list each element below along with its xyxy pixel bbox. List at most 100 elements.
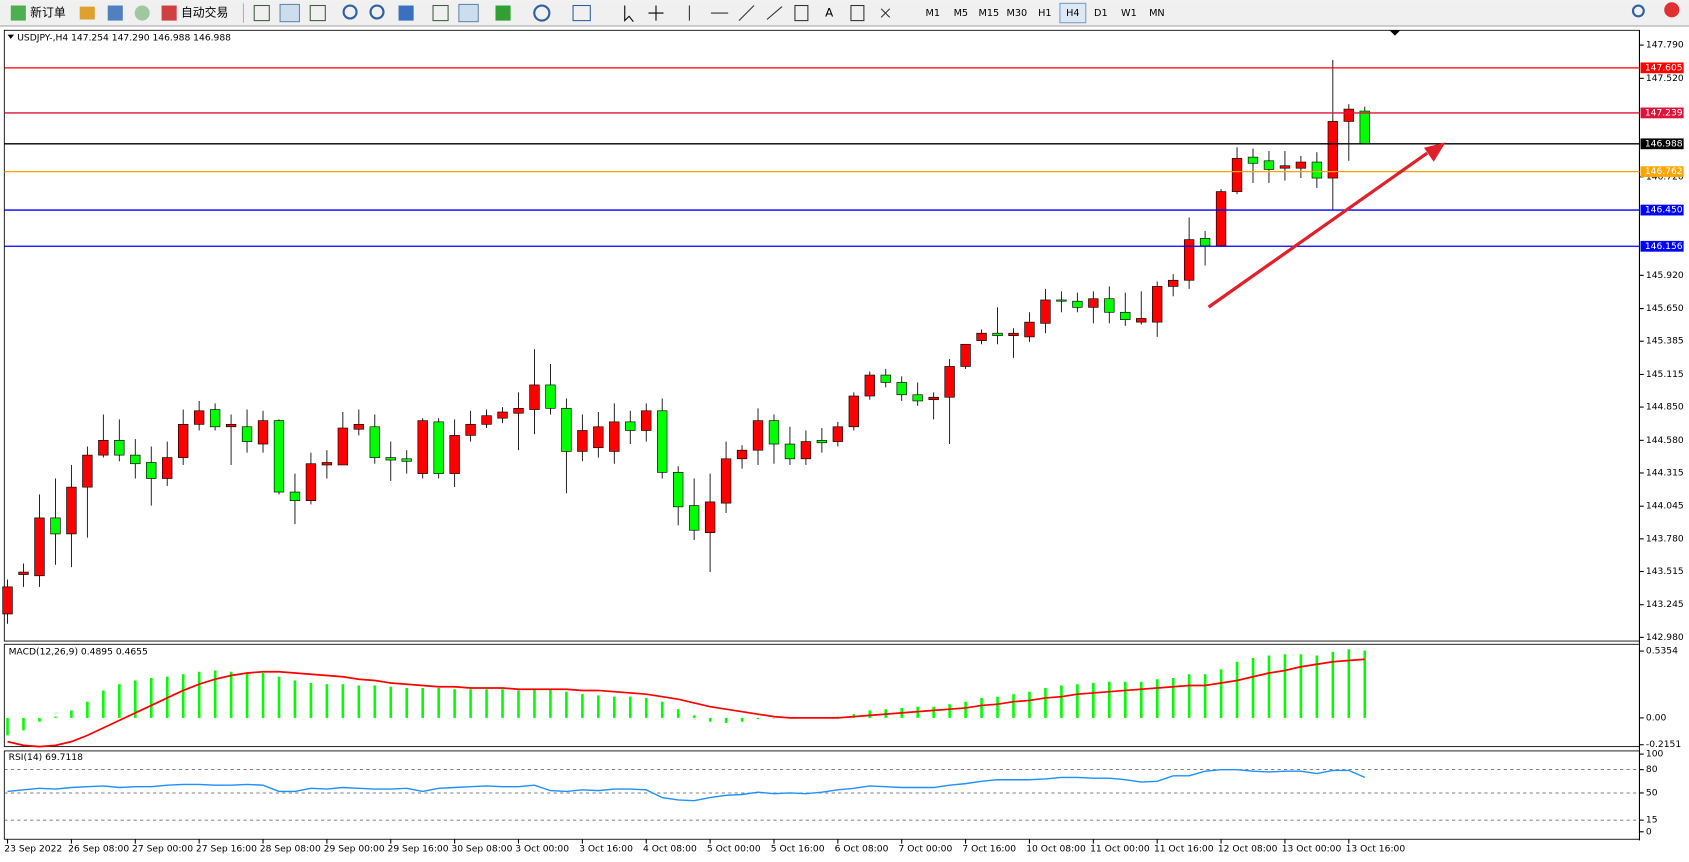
macd-bar bbox=[213, 670, 217, 718]
x-tick-label: 27 Sep 00:00 bbox=[132, 844, 193, 854]
shift-button[interactable] bbox=[458, 3, 479, 23]
scroll-button[interactable] bbox=[432, 4, 449, 22]
tool-icon[interactable] bbox=[107, 5, 123, 21]
candle-body bbox=[720, 458, 732, 504]
macd-bar bbox=[1315, 655, 1319, 718]
auto-trade-button[interactable]: 自动交易 bbox=[181, 6, 228, 20]
period-button[interactable]: H1 bbox=[1038, 8, 1051, 19]
toolbar-bg bbox=[0, 0, 1689, 26]
tool-icon[interactable] bbox=[134, 5, 150, 21]
tool-icon[interactable] bbox=[79, 6, 95, 20]
x-tick-label: 28 Sep 08:00 bbox=[260, 844, 321, 854]
macd-bar bbox=[628, 696, 632, 718]
search-button[interactable] bbox=[1631, 4, 1645, 18]
candle-body bbox=[1040, 299, 1051, 324]
candle-body bbox=[768, 420, 780, 445]
cursor-button[interactable] bbox=[624, 5, 634, 23]
candle-body bbox=[385, 457, 396, 461]
candle-body bbox=[289, 491, 301, 501]
candle-body bbox=[369, 426, 380, 458]
macd-bar bbox=[1283, 654, 1287, 718]
x-tick-label: 13 Oct 16:00 bbox=[1346, 844, 1406, 854]
x-tick-label: 29 Sep 16:00 bbox=[388, 844, 449, 854]
notification-icon[interactable] bbox=[1664, 2, 1680, 18]
macd-bar bbox=[996, 696, 999, 718]
macd-bar bbox=[948, 704, 951, 718]
candle-body bbox=[305, 463, 317, 501]
x-tick-label: 11 Oct 00:00 bbox=[1090, 844, 1150, 854]
macd-bar bbox=[245, 672, 249, 718]
y-tick-label: 147.520 bbox=[1646, 74, 1684, 84]
crosshair-button[interactable] bbox=[648, 5, 664, 21]
candle-body bbox=[752, 420, 764, 451]
candle-body bbox=[561, 407, 572, 452]
macd-bar bbox=[1267, 655, 1271, 718]
candle-body bbox=[688, 505, 700, 531]
tile-button[interactable] bbox=[398, 5, 414, 21]
macd-bar bbox=[692, 715, 696, 718]
candle-body bbox=[1120, 311, 1131, 320]
macd-bar bbox=[1219, 669, 1223, 718]
candle-body bbox=[960, 343, 971, 367]
price-level-tag bbox=[1640, 138, 1684, 150]
period-button[interactable]: D1 bbox=[1094, 8, 1108, 19]
candle-body bbox=[1247, 156, 1259, 164]
label-button[interactable] bbox=[850, 4, 865, 22]
y-tick-label: 145.920 bbox=[1646, 271, 1684, 281]
period-button[interactable]: W1 bbox=[1121, 8, 1137, 19]
macd-bar bbox=[373, 685, 377, 718]
candle-body bbox=[848, 395, 859, 428]
y-tick-label: 0.5354 bbox=[1646, 647, 1678, 657]
text-tool-button[interactable]: A bbox=[825, 6, 833, 20]
trend-arrow bbox=[1207, 151, 1429, 309]
new-order-icon[interactable] bbox=[10, 5, 26, 21]
macd-bar bbox=[325, 684, 329, 718]
candle-body bbox=[2, 586, 13, 615]
fibo-button[interactable] bbox=[794, 4, 809, 22]
candle-body bbox=[1343, 108, 1354, 122]
period-button[interactable]: M5 bbox=[954, 8, 969, 19]
macd-bar bbox=[1028, 691, 1031, 718]
period-button[interactable]: MN bbox=[1149, 8, 1165, 19]
candle-body bbox=[1008, 332, 1019, 336]
price-level-tag bbox=[1640, 62, 1684, 74]
macd-bar bbox=[277, 676, 281, 718]
macd-bar bbox=[1235, 661, 1239, 718]
zoom-in-button[interactable] bbox=[342, 4, 358, 20]
macd-bar bbox=[341, 684, 345, 718]
line-chart-button[interactable] bbox=[309, 4, 326, 22]
period-button[interactable]: H4 bbox=[1066, 8, 1079, 19]
macd-bar bbox=[293, 680, 297, 718]
x-tick-label: 11 Oct 16:00 bbox=[1154, 844, 1214, 854]
macd-bar bbox=[1187, 674, 1191, 718]
chart-area: USDJPY-,H4 147.254 147.290 146.988 146.9… bbox=[2, 29, 1684, 854]
period-button[interactable]: M30 bbox=[1007, 8, 1028, 19]
y-tick-label: 143.515 bbox=[1646, 567, 1684, 577]
new-order-button[interactable]: 新订单 bbox=[30, 6, 66, 20]
candle-body bbox=[529, 384, 540, 410]
zoom-out-button[interactable] bbox=[369, 4, 385, 20]
auto-trade-icon[interactable] bbox=[161, 5, 177, 21]
candle-body bbox=[864, 374, 875, 397]
macd-bar bbox=[86, 701, 89, 718]
toolbar: 新订单 自动交易 A M1 M5 M15 M30 H1 H4 D1 W1 MN bbox=[0, 0, 1689, 27]
candle-body bbox=[704, 501, 716, 534]
indicators-button[interactable] bbox=[495, 5, 511, 21]
candle-chart-button[interactable] bbox=[279, 3, 300, 23]
period-button[interactable]: M15 bbox=[978, 8, 999, 19]
candle-body bbox=[225, 424, 237, 428]
period-button[interactable]: M1 bbox=[926, 8, 941, 19]
candle-body bbox=[641, 410, 652, 431]
y-tick-label: 143.780 bbox=[1646, 534, 1684, 544]
macd-bar bbox=[437, 687, 440, 718]
x-tick-label: 5 Oct 16:00 bbox=[771, 844, 825, 854]
macd-bar bbox=[54, 716, 57, 718]
templates-button[interactable] bbox=[572, 4, 591, 22]
draw-tools[interactable] bbox=[688, 5, 783, 21]
arrows-button[interactable] bbox=[880, 8, 891, 18]
x-tick-label: 7 Oct 00:00 bbox=[898, 844, 952, 854]
bar-chart-button[interactable] bbox=[253, 4, 270, 22]
periods-button[interactable] bbox=[533, 4, 551, 22]
